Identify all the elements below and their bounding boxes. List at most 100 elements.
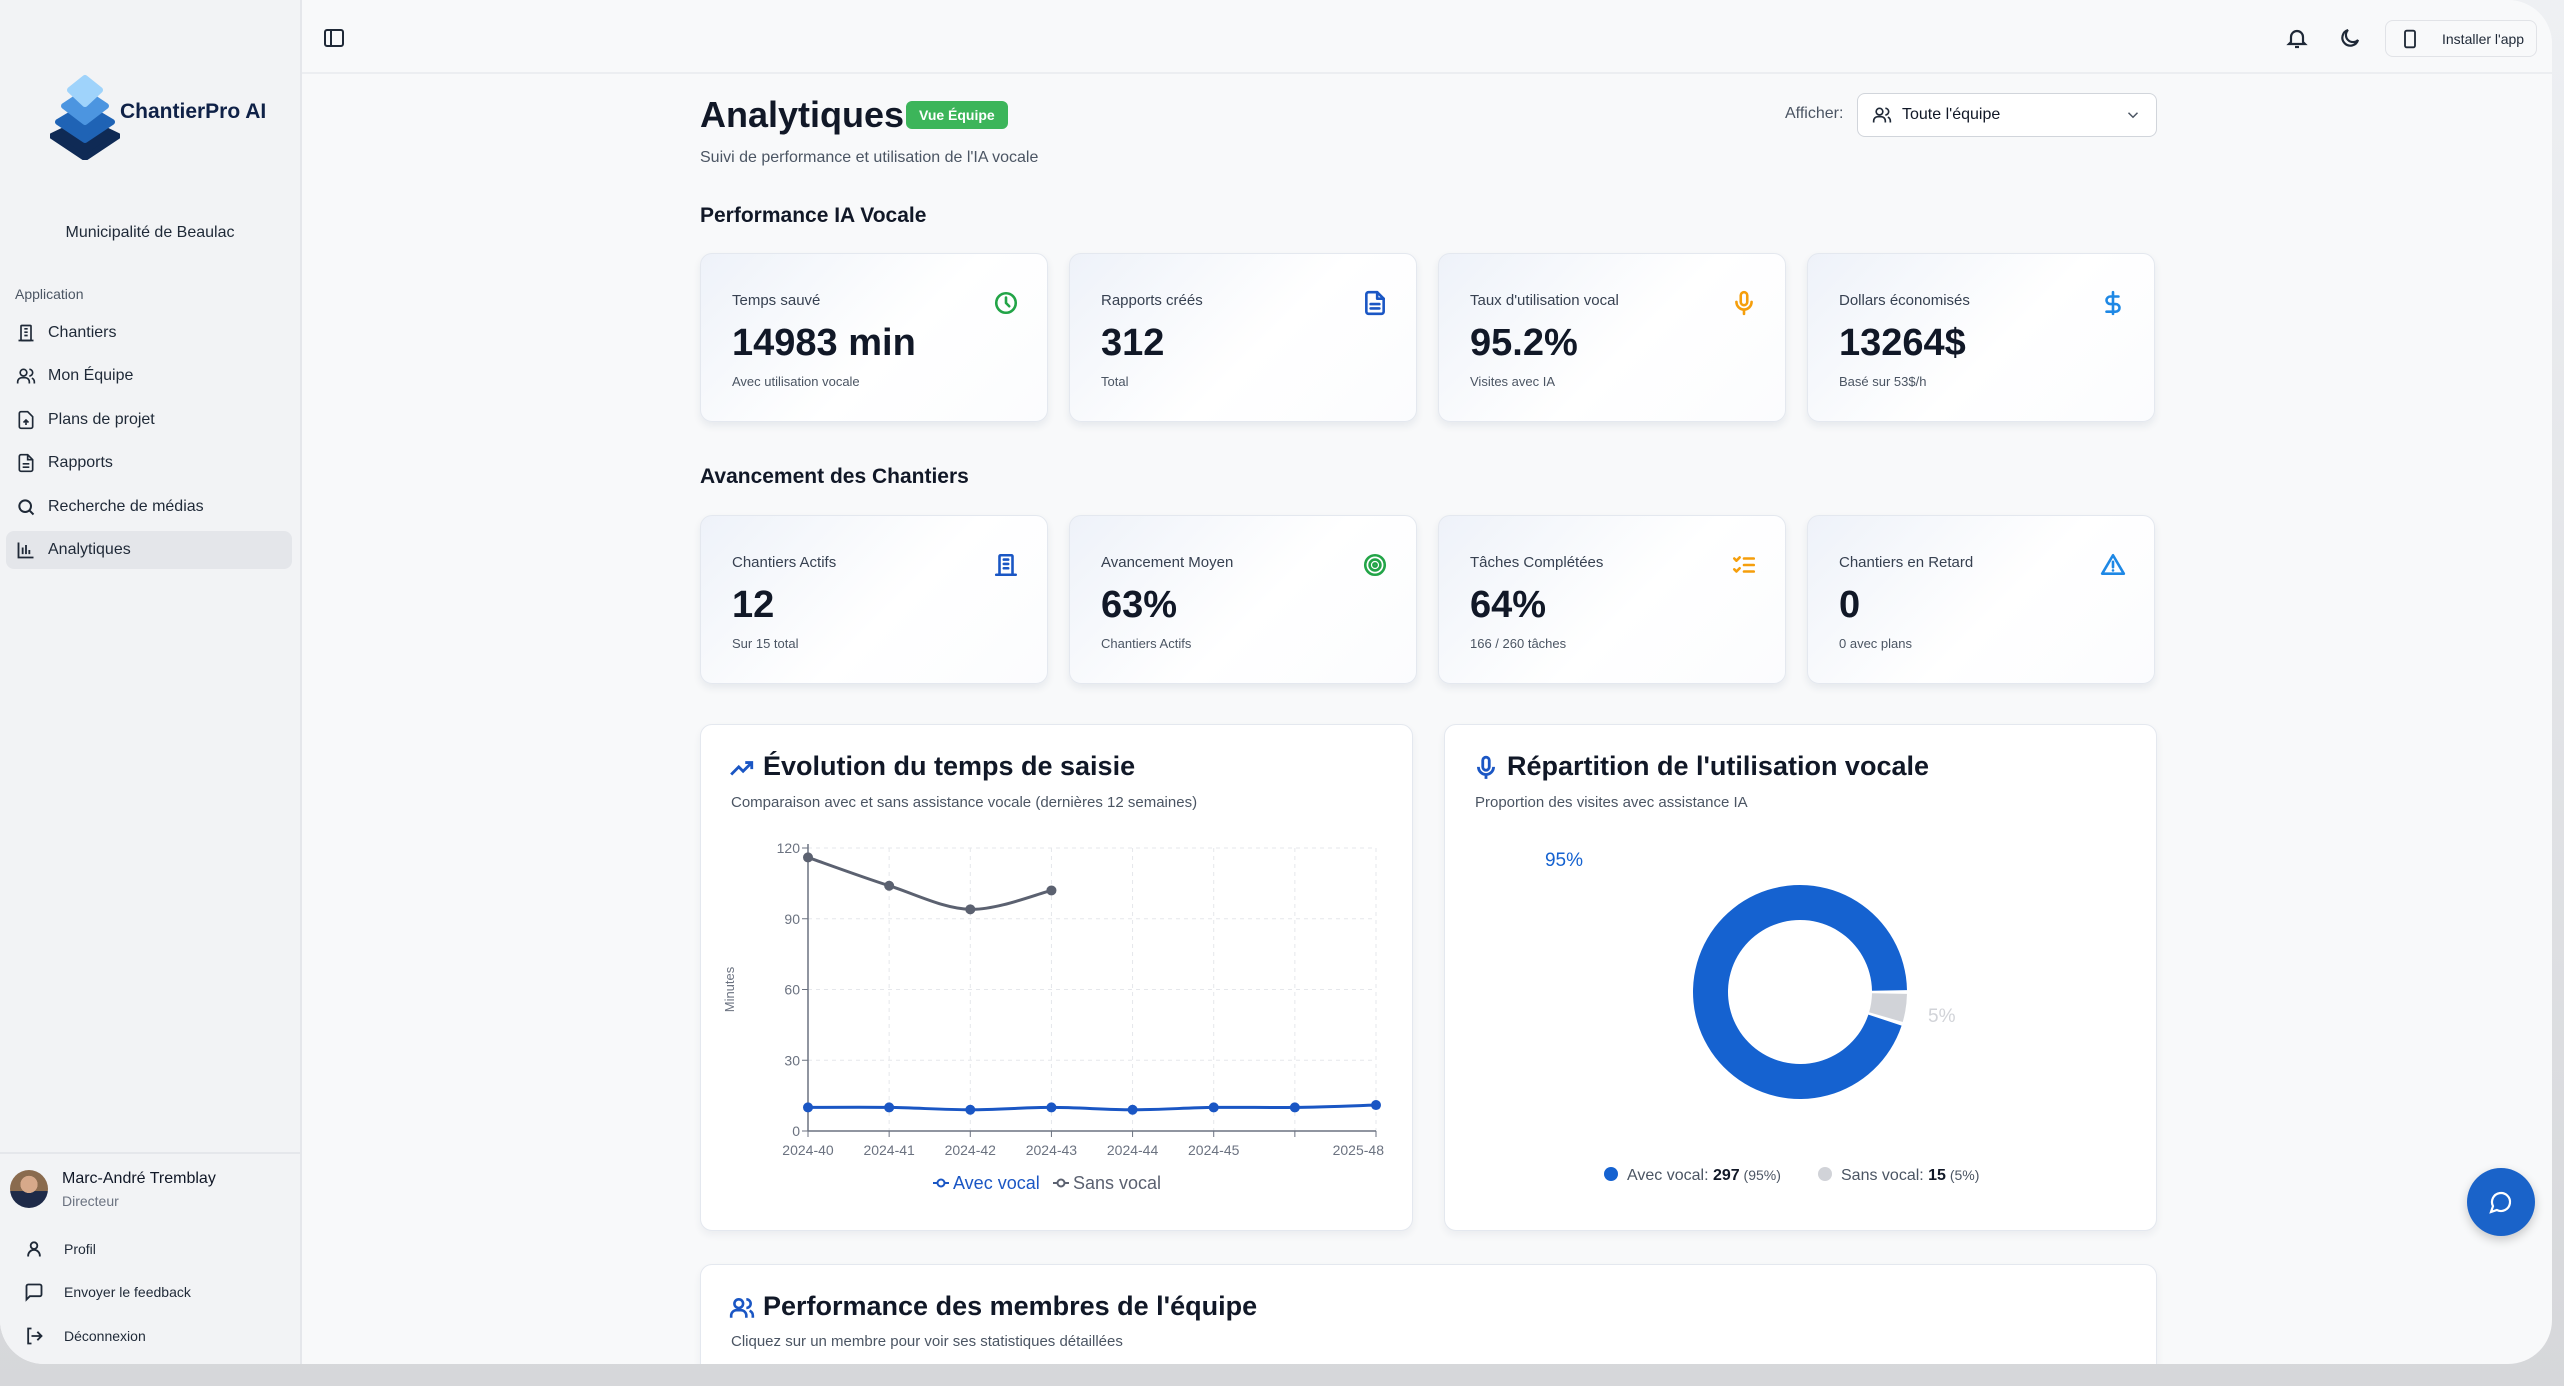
metric-value: 12 — [732, 584, 775, 626]
logout-label: Déconnexion — [64, 1328, 146, 1344]
slice-label: 5% — [1928, 1006, 1956, 1027]
line-chart-subtitle: Comparaison avec et sans assistance voca… — [731, 794, 1198, 811]
metric-card: Rapports créés 312 Total — [1069, 253, 1417, 422]
legend-dot-icon — [1604, 1167, 1618, 1181]
brand-name: ChantierPro AI — [120, 100, 267, 123]
metric-value: 64% — [1470, 584, 1547, 626]
x-tick-label: 2024-45 — [1188, 1142, 1240, 1158]
mic-icon — [1735, 290, 1753, 316]
feedback-link[interactable]: Envoyer le feedback — [24, 1282, 191, 1302]
metric-value: 63% — [1101, 584, 1178, 626]
legend-label: Sans vocal — [1073, 1173, 1161, 1193]
progress-section-title: Avancement des Chantiers — [700, 465, 969, 488]
filter-value: Toute l'équipe — [1902, 106, 2001, 123]
profile-link[interactable]: Profil — [24, 1239, 96, 1259]
file-text-icon — [18, 453, 34, 473]
metric-label: Chantiers en Retard — [1839, 554, 1974, 571]
y-tick-label: 60 — [784, 982, 800, 998]
sidebar-divider — [0, 1152, 300, 1154]
x-tick-label: 2024-42 — [945, 1142, 997, 1158]
metric-subtext: Chantiers Actifs — [1101, 636, 1192, 651]
metric-label: Temps sauvé — [732, 292, 821, 309]
sidebar-item-label: Recherche de médias — [48, 498, 204, 515]
sidebar-toggle-icon[interactable] — [322, 26, 346, 50]
legend-percent: 95% — [1748, 1167, 1776, 1183]
x-tick-label: 2025-48 — [1333, 1142, 1385, 1158]
building-icon — [994, 553, 1018, 577]
donut-slice-avec-vocal — [1693, 884, 1907, 1099]
data-point — [884, 880, 895, 891]
series-line-avec-vocal — [807, 1103, 1377, 1112]
sidebar-item-label: Analytiques — [48, 541, 131, 558]
donut-slice-sans-vocal — [1869, 993, 1907, 1023]
logout-link[interactable]: Déconnexion — [24, 1326, 146, 1346]
data-point — [1046, 885, 1057, 896]
target-icon — [1363, 553, 1387, 577]
metric-subtext: Avec utilisation vocale — [732, 374, 860, 389]
legend-label: Avec vocal: 297 (95%) — [1627, 1167, 1781, 1184]
clock-icon — [994, 291, 1018, 315]
legend-dot-icon — [1818, 1167, 1832, 1181]
legend-item: Avec vocal: 297 (95%) — [1604, 1167, 1781, 1184]
data-point — [1289, 1102, 1300, 1113]
install-app-label: Installer l'app — [2442, 30, 2525, 47]
donut-chart-subtitle: Proportion des visites avec assistance I… — [1475, 794, 1748, 811]
metric-card: Dollars économisés 13264$ Basé sur 53$/h — [1807, 253, 2155, 422]
metric-label: Avancement Moyen — [1101, 554, 1234, 571]
sidebar-item-chantiers[interactable]: Chantiers — [6, 314, 292, 352]
y-axis-label: Minutes — [722, 966, 737, 1012]
legend-item: Sans vocal — [1053, 1173, 1161, 1193]
profile-label: Profil — [64, 1241, 96, 1257]
sidebar: ChantierPro AI Municipalité de Beaulac A… — [0, 0, 302, 1364]
sidebar-item-recherche-medias[interactable]: Recherche de médias — [6, 488, 292, 526]
file-text-icon — [1365, 290, 1385, 316]
legend-item: Sans vocal: 15 (5%) — [1818, 1167, 1979, 1184]
trending-up-icon — [730, 761, 754, 776]
legend-item: Avec vocal — [933, 1173, 1040, 1193]
metric-value: 14983 min — [732, 322, 916, 364]
metric-card: Chantiers en Retard 0 0 avec plans — [1807, 515, 2155, 684]
sidebar-item-rapports[interactable]: Rapports — [6, 444, 292, 482]
sidebar-item-label: Mon Équipe — [48, 367, 134, 384]
metric-subtext: 166 / 260 tâches — [1470, 636, 1567, 651]
sidebar-item-mon-equipe[interactable]: Mon Équipe — [6, 357, 292, 395]
filter-label: Afficher: — [1785, 105, 1844, 122]
slice-label: 95% — [1545, 850, 1583, 871]
data-point — [884, 1102, 895, 1113]
legend-name: Sans vocal — [1841, 1167, 1919, 1184]
y-tick-label: 0 — [792, 1123, 800, 1139]
install-app-button[interactable]: Installer l'app — [2385, 20, 2537, 57]
users-icon — [1872, 107, 1892, 123]
metric-value: 0 — [1839, 584, 1861, 626]
metric-subtext: 0 avec plans — [1839, 636, 1912, 651]
x-tick-label: 2024-43 — [1026, 1142, 1078, 1158]
user-role: Directeur — [62, 1193, 119, 1209]
y-tick-label: 120 — [777, 840, 801, 856]
metric-value: 312 — [1101, 322, 1165, 364]
chat-button[interactable] — [2467, 1168, 2535, 1236]
mic-icon — [1477, 755, 1495, 779]
metric-label: Chantiers Actifs — [732, 554, 837, 571]
sidebar-item-analytiques[interactable]: Analytiques — [6, 531, 292, 569]
sidebar-item-label: Plans de projet — [48, 411, 155, 428]
alert-triangle-icon — [2100, 553, 2126, 575]
metric-card: Tâches Complétées 64% 166 / 260 tâches — [1438, 515, 1786, 684]
team-filter-select[interactable]: Toute l'équipe — [1857, 93, 2157, 137]
avatar[interactable] — [10, 1170, 48, 1208]
sidebar-item-plans[interactable]: Plans de projet — [6, 401, 292, 439]
metric-label: Taux d'utilisation vocal — [1470, 292, 1619, 309]
legend-marker-icon — [1056, 1178, 1066, 1188]
metric-subtext: Visites avec IA — [1470, 374, 1556, 389]
data-point — [965, 904, 976, 915]
moon-icon[interactable] — [2338, 26, 2362, 50]
page-subtitle: Suivi de performance et utilisation de l… — [700, 149, 1039, 166]
voice-section-title: Performance IA Vocale — [700, 204, 927, 227]
search-icon — [18, 499, 35, 516]
bell-icon[interactable] — [2285, 26, 2309, 50]
message-square-icon — [25, 1283, 43, 1302]
x-tick-label: 2024-40 — [782, 1142, 834, 1158]
donut-chart-panel: Répartition de l'utilisation vocale Prop… — [1444, 724, 2157, 1231]
app-window: ChantierPro AI Municipalité de Beaulac A… — [0, 0, 2552, 1364]
metric-label: Rapports créés — [1101, 292, 1203, 309]
team-performance-panel: Performance des membres de l'équipe Cliq… — [700, 1264, 2157, 1364]
